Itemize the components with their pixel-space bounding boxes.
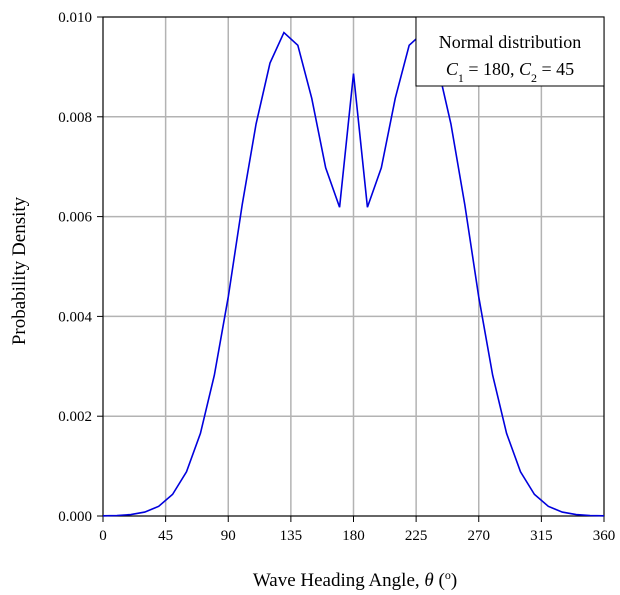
series-line-normal-distribution (102, 31, 605, 517)
y-tick-label: 0.008 (58, 110, 92, 126)
grid (103, 17, 604, 516)
x-tick-label: 180 (342, 528, 365, 544)
x-tick-label: 0 (99, 528, 107, 544)
x-axis-label-close: ) (451, 570, 457, 591)
x-axis-label-open: ( (434, 570, 445, 591)
y-tick-label: 0.010 (58, 10, 92, 26)
x-axis-label-text: Wave Heading Angle, (253, 570, 425, 591)
x-tick-label: 315 (530, 528, 553, 544)
x-tick-label: 225 (405, 528, 428, 544)
y-axis-label: Probability Density (9, 196, 30, 345)
x-axis-label-theta: θ (424, 570, 433, 591)
legend-title: Normal distribution (439, 32, 582, 52)
legend-c1-eq: = 180, (464, 59, 515, 79)
x-axis-label: Wave Heading Angle, θ (o) (253, 568, 457, 591)
axis-ticks (97, 16, 605, 522)
y-tick-label: 0.006 (58, 210, 92, 226)
legend-c2-var: C (519, 59, 532, 79)
x-tick-label: 90 (221, 528, 236, 544)
x-tick-label: 270 (468, 528, 491, 544)
x-tick-label: 135 (280, 528, 303, 544)
legend: Normal distribution C1 = 180, C2 = 45 (415, 16, 605, 87)
legend-c1-sub: 1 (458, 71, 464, 85)
tick-labels: 0 45 90 135 180 225 270 315 360 0.000 0.002 0.004 0.… (58, 10, 615, 544)
y-tick-label: 0.000 (58, 509, 92, 525)
legend-box (415, 16, 605, 87)
y-tick-label: 0.002 (58, 409, 92, 425)
x-tick-label: 360 (593, 528, 616, 544)
legend-c2-sub: 2 (531, 71, 537, 85)
x-tick-label: 45 (158, 528, 173, 544)
x-axis-label-degree: o (445, 568, 451, 582)
y-tick-label: 0.004 (58, 309, 92, 325)
legend-c1-var: C (446, 59, 459, 79)
legend-parameters: C1 = 180, C2 = 45 (446, 59, 574, 85)
legend-c2-eq: = 45 (537, 59, 574, 79)
